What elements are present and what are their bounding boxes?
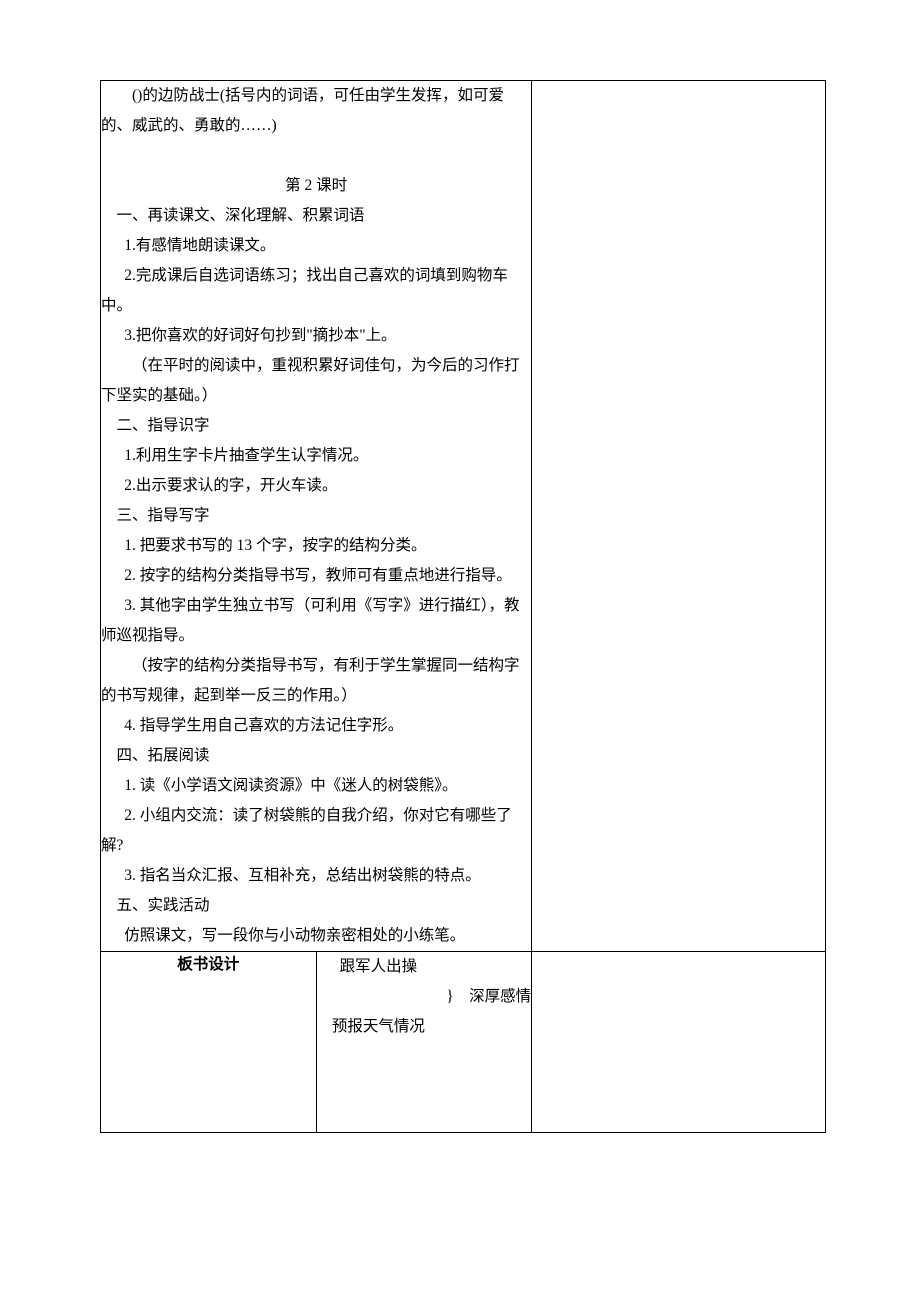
board-brace-blank2 [446,1012,531,1042]
section-2-item-2: 2.出示要求认的字，开火车读。 [101,471,531,501]
board-line-2: 预报天气情况 [317,1012,441,1042]
side-column-cell [532,81,826,952]
section-3-heading: 三、指导写字 [101,501,531,531]
board-label: 板书设计 [177,956,239,973]
section-3-item-3: 3. 其他字由学生独立书写（可利用《写字》进行描红），教师巡视指导。 [101,591,531,651]
section-1-item-1: 1.有感情地朗读课文。 [101,231,531,261]
section-3-note: （按字的结构分类指导书写，有利于学生掌握同一结构字的书写规律，起到举一反三的作用… [101,651,531,711]
section-5-heading: 五、实践活动 [101,891,531,921]
lesson-plan-table: ()的边防战士(括号内的词语，可任由学生发挥，如可爱的、威武的、勇敢的……) 第… [100,80,826,1133]
main-content-cell: ()的边防战士(括号内的词语，可任由学生发挥，如可爱的、威武的、勇敢的……) 第… [101,81,532,952]
section-3-item-1: 1. 把要求书写的 13 个字，按字的结构分类。 [101,531,531,561]
board-layout: 跟军人出操 预报天气情况 } 深厚感情 [317,952,532,1042]
board-brace-blank1 [446,952,531,982]
section-5-item-1: 仿照课文，写一段你与小动物亲密相处的小练笔。 [101,921,531,951]
section-4-heading: 四、拓展阅读 [101,741,531,771]
section-3-item-4: 4. 指导学生用自己喜欢的方法记住字形。 [101,711,531,741]
board-bottom-blank-1 [317,1042,532,1072]
section-1-item-2: 2.完成课后自选词语练习；找出自己喜欢的词填到购物车中。 [101,261,531,321]
section-1-item-3: 3.把你喜欢的好词好句抄到"摘抄本"上。 [101,321,531,351]
main-row: ()的边防战士(括号内的词语，可任由学生发挥，如可爱的、威武的、勇敢的……) 第… [101,81,826,952]
section-4-item-2: 2. 小组内交流：读了树袋熊的自我介绍，你对它有哪些了解? [101,801,531,861]
section-4-item-3: 3. 指名当众汇报、互相补充，总结出树袋熊的特点。 [101,861,531,891]
board-bottom-blank-2 [317,1072,532,1102]
board-row: 板书设计 跟军人出操 预报天气情况 } 深厚感情 [101,952,826,1133]
board-line-1: 跟军人出操 [317,952,441,982]
board-side-cell [532,952,826,1133]
blank-line [101,141,531,171]
board-brace-text: } 深厚感情 [446,982,531,1012]
section-4-item-1: 1. 读《小学语文阅读资源》中《迷人的树袋熊》。 [101,771,531,801]
section-1-heading: 一、再读课文、深化理解、积累词语 [101,201,531,231]
board-bottom-blank-3 [317,1102,532,1132]
section-2-item-1: 1.利用生字卡片抽查学生认字情况。 [101,441,531,471]
board-blank [317,982,441,1012]
section-2-heading: 二、指导识字 [101,411,531,441]
board-label-cell: 板书设计 [101,952,317,1133]
section-1-note: （在平时的阅读中，重视积累好词佳句，为今后的习作打下坚实的基础。） [101,351,531,411]
intro-line: ()的边防战士(括号内的词语，可任由学生发挥，如可爱的、威武的、勇敢的……) [101,81,531,141]
board-brace: } 深厚感情 [440,952,531,1042]
board-content-cell: 跟军人出操 预报天气情况 } 深厚感情 [316,952,532,1133]
board-left: 跟军人出操 预报天气情况 [317,952,441,1042]
section-3-item-2: 2. 按字的结构分类指导书写，教师可有重点地进行指导。 [101,561,531,591]
lesson-title: 第 2 课时 [101,171,531,201]
